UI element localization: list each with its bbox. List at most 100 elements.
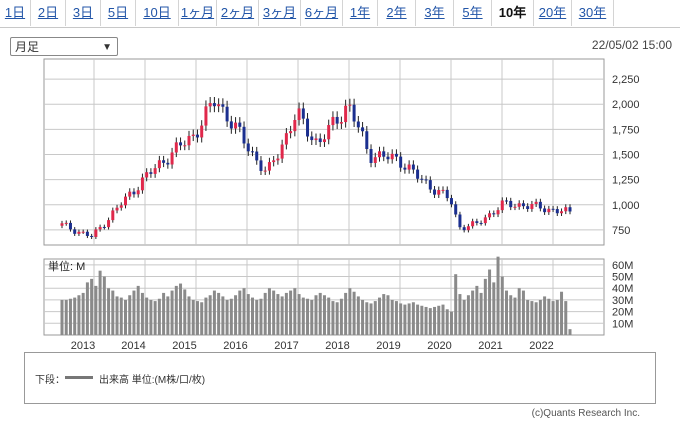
period-select[interactable]: 月足 ▼ [10, 37, 118, 56]
volume-bar [428, 308, 432, 335]
volume-bar [128, 295, 132, 335]
volume-bar [102, 276, 106, 335]
tab-1[interactable]: 1日 [0, 0, 31, 26]
candle-body [483, 217, 487, 224]
volume-bar [246, 294, 250, 335]
candle-body [187, 135, 191, 146]
volume-bar [466, 295, 470, 335]
candle-body [361, 127, 365, 132]
candle-body [517, 203, 521, 207]
volume-bar [68, 298, 72, 335]
volume-bar [263, 292, 267, 335]
candle-body [382, 151, 386, 157]
candle-body [449, 198, 453, 205]
volume-bar [420, 305, 424, 335]
candle-body [191, 134, 195, 136]
volume-bar [454, 274, 458, 335]
timestamp: 22/05/02 15:00 [591, 38, 672, 52]
candle-body [505, 200, 508, 202]
volume-bar [85, 282, 89, 335]
candle-body [73, 229, 77, 234]
candle-body [428, 180, 432, 190]
tab-11[interactable]: 2年 [378, 0, 416, 26]
candle-body [433, 189, 437, 195]
candle-body [416, 169, 420, 179]
volume-bar [335, 302, 339, 335]
candle-body [568, 207, 572, 212]
candle-body [301, 108, 305, 119]
volume-bar [399, 303, 403, 335]
volume-bar [284, 292, 288, 335]
candle-body [246, 143, 250, 152]
tab-16[interactable]: 30年 [572, 0, 614, 26]
candle-body [102, 226, 106, 228]
tab-13[interactable]: 5年 [454, 0, 492, 26]
tab-8[interactable]: 3ヶ月 [259, 0, 301, 26]
candle-body [124, 196, 127, 206]
volume-bar [538, 299, 542, 335]
tab-7[interactable]: 2ヶ月 [217, 0, 259, 26]
tab-4[interactable]: 5日 [101, 0, 136, 26]
volume-bar [433, 306, 437, 335]
volume-bar [94, 285, 98, 335]
volume-bar [111, 290, 115, 335]
candle-body [60, 223, 64, 226]
candle-body [64, 222, 68, 224]
candle-body [479, 222, 483, 224]
x-axis-label: 2016 [223, 340, 247, 350]
volume-bar [60, 299, 64, 335]
candle-body [225, 106, 229, 122]
tab-12[interactable]: 3年 [416, 0, 454, 26]
volume-bar [162, 292, 166, 335]
volume-bar [293, 288, 297, 335]
volume-bar [411, 302, 415, 335]
x-axis-label: 2017 [274, 340, 298, 350]
volume-bar [234, 295, 238, 335]
volume-bar [462, 299, 466, 335]
volume-bar [149, 299, 153, 335]
candle-body [208, 103, 212, 107]
candle-body [310, 136, 314, 141]
tab-2[interactable]: 2日 [31, 0, 66, 26]
volume-bar [517, 288, 521, 335]
price-tick-label: 1,250 [612, 175, 640, 187]
tab-10[interactable]: 1年 [343, 0, 378, 26]
volume-bar [543, 296, 547, 335]
x-axis-label: 2021 [478, 340, 502, 350]
candle-body [488, 213, 492, 218]
volume-bar [331, 301, 335, 335]
copyright: (c)Quants Research Inc. [531, 408, 640, 419]
volume-bar [208, 295, 212, 335]
tab-3[interactable]: 3日 [66, 0, 101, 26]
volume-bar [221, 296, 225, 335]
tab-5[interactable]: 10日 [136, 0, 179, 26]
candle-body [200, 125, 204, 138]
volume-bar [276, 294, 280, 335]
tab-14[interactable]: 10年 [492, 0, 534, 26]
candle-body [280, 144, 284, 159]
candle-body [500, 200, 504, 211]
candle-body [471, 221, 475, 227]
volume-unit-label: 単位: M [48, 259, 85, 273]
price-tick-label: 2,000 [612, 99, 640, 111]
candle-body [526, 206, 530, 209]
candle-body [195, 134, 199, 138]
candle-body [547, 208, 551, 213]
candle-body [407, 164, 411, 170]
candle-body [509, 200, 513, 208]
candle-body [94, 229, 98, 237]
x-axis-label: 2020 [427, 340, 451, 350]
candle-body [174, 142, 178, 153]
volume-bar [107, 288, 111, 335]
candle-body [145, 172, 149, 178]
tab-9[interactable]: 6ヶ月 [301, 0, 343, 26]
candle-body [183, 145, 187, 147]
candle-body [386, 156, 390, 160]
volume-bar [90, 278, 94, 335]
price-tick-label: 1,500 [612, 150, 640, 162]
tab-6[interactable]: 1ヶ月 [179, 0, 217, 26]
volume-bar [306, 298, 310, 335]
candle-body [149, 172, 153, 174]
volume-bar [521, 290, 525, 335]
tab-15[interactable]: 20年 [534, 0, 572, 26]
